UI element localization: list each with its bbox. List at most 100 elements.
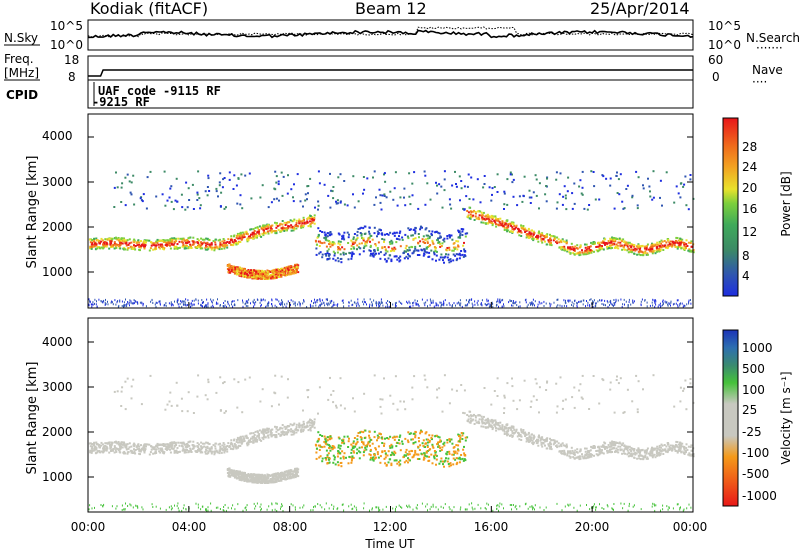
power-cell — [571, 192, 574, 195]
power-cell — [428, 235, 431, 238]
velocity-cell — [675, 449, 678, 452]
velocity-cell — [426, 441, 429, 444]
velocity-cell — [206, 447, 209, 450]
power-cell — [525, 301, 527, 304]
velocity-cell — [214, 447, 217, 450]
power-cell — [169, 238, 172, 241]
velocity-cell — [132, 452, 134, 454]
power-cell — [368, 249, 371, 252]
power-cell — [174, 237, 177, 240]
power-cell — [94, 242, 96, 245]
power-cell — [130, 300, 132, 303]
velocity-cell — [128, 446, 131, 449]
power-cell — [379, 303, 381, 306]
velocity-cell — [96, 443, 99, 446]
power-cell — [302, 302, 304, 305]
power-cell — [536, 234, 539, 237]
power-cell — [666, 247, 669, 250]
velocity-cell — [648, 453, 651, 456]
power-cell — [516, 304, 518, 307]
power-cell — [286, 302, 288, 305]
power-cell — [546, 176, 549, 179]
power-cell — [658, 248, 661, 251]
power-cell — [120, 238, 123, 240]
velocity-cell — [362, 454, 365, 457]
power-cell — [394, 302, 396, 305]
velocity-cell — [388, 445, 391, 448]
velocity-cell — [111, 442, 114, 445]
power-cell — [319, 241, 322, 244]
velocity-cell — [214, 442, 217, 445]
velocity-cell — [610, 445, 613, 448]
velocity-cell — [467, 415, 470, 418]
power-cell — [421, 238, 424, 241]
power-cell — [360, 234, 363, 237]
velocity-cell — [128, 442, 131, 445]
power-cell — [385, 305, 387, 308]
power-cell — [300, 226, 303, 229]
power-cell — [187, 187, 190, 190]
velocity-cell — [462, 432, 465, 435]
velocity-cell — [178, 450, 181, 453]
power-cell — [352, 303, 354, 306]
velocity-cell — [323, 435, 326, 438]
power-cell — [250, 197, 253, 200]
power-cell — [181, 237, 184, 240]
power-cell — [342, 299, 344, 302]
power-cell — [501, 305, 503, 308]
power-cell — [672, 241, 675, 244]
power-cell — [370, 252, 372, 255]
power-cell — [278, 224, 281, 227]
power-cell — [460, 302, 462, 305]
power-cell — [159, 300, 161, 303]
power-cell — [241, 207, 244, 210]
velocity-cell — [274, 425, 276, 428]
velocity-cell — [619, 442, 622, 445]
velocity-cell — [391, 436, 394, 439]
velocity-cell — [376, 434, 379, 437]
power-cell — [311, 216, 314, 218]
velocity-cell — [451, 453, 454, 456]
power-cell — [474, 215, 477, 218]
nsky-panel-frame — [87, 19, 694, 51]
power-cell — [436, 184, 438, 187]
velocity-cell — [390, 462, 393, 465]
velocity-cell — [566, 445, 568, 448]
power-cell — [218, 181, 221, 184]
velocity-cell — [460, 432, 463, 434]
velocity-cell — [422, 439, 425, 442]
power-cell — [642, 251, 645, 254]
power-cell — [227, 301, 229, 304]
nsky-label: N.Sky — [4, 31, 38, 45]
power-cell — [287, 265, 290, 268]
power-cell — [677, 299, 679, 302]
power-cell — [608, 245, 611, 248]
power-cell — [499, 222, 502, 225]
velocity-cell — [474, 419, 477, 422]
power-cell — [432, 301, 434, 304]
power-cell — [487, 222, 489, 225]
power-cell — [610, 301, 612, 304]
power-cell — [438, 232, 441, 235]
power-cell — [382, 304, 384, 307]
power-cell — [176, 300, 178, 303]
power-cell — [372, 255, 375, 258]
power-cell — [425, 234, 428, 237]
power-cell — [324, 304, 326, 307]
power-cell — [277, 268, 279, 271]
power-cell — [133, 239, 136, 242]
power-cell — [346, 231, 349, 234]
power-cell — [121, 300, 123, 303]
velocity-cell — [653, 448, 656, 451]
power-cell — [343, 238, 346, 241]
power-cell — [266, 276, 269, 279]
velocity-cell — [660, 446, 662, 449]
power-cell — [381, 302, 383, 304]
power-cell — [403, 187, 406, 190]
velocity-cell — [218, 452, 221, 455]
velocity-cell — [347, 462, 350, 465]
power-cell — [424, 228, 427, 231]
power-cell — [362, 239, 365, 242]
velocity-cell — [309, 427, 312, 429]
power-cell — [150, 241, 152, 244]
